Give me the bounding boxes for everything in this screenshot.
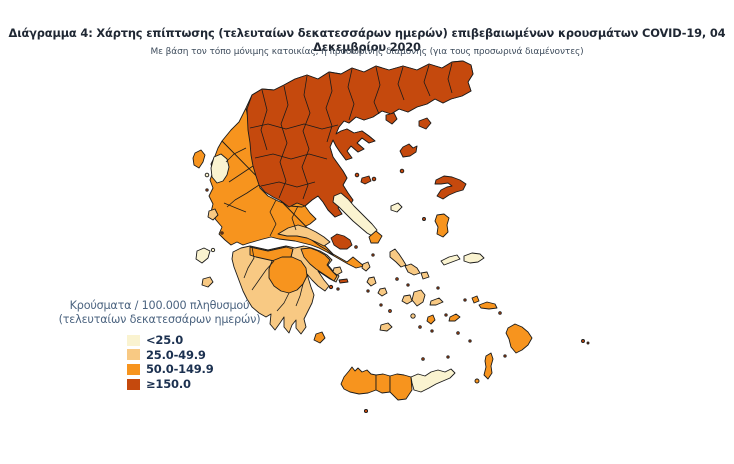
map-region-hydra — [338, 278, 349, 284]
map-region-spetses — [328, 284, 334, 290]
map-region-argolida — [300, 247, 338, 282]
map-region-lefkada — [207, 208, 219, 221]
legend-label-cat4: ≥150.0 — [146, 377, 191, 392]
map-region-aegina — [332, 266, 343, 276]
map-region-zakynthos — [201, 276, 214, 288]
map-region-kea — [361, 261, 371, 272]
map-region-samothraki — [418, 117, 432, 130]
map-region-alonnisos — [371, 176, 377, 182]
map-region-ios — [410, 313, 416, 319]
map-region-thesprotia — [210, 153, 230, 184]
map-region-viotia — [277, 224, 331, 247]
map-region-ikaria — [440, 254, 461, 266]
map-region-psara — [422, 217, 426, 221]
map-region-astypalea — [448, 313, 461, 322]
legend-label-cat3: 50.0-149.9 — [146, 362, 214, 377]
map-region-kythnos — [366, 276, 377, 287]
map-region-lesvos — [434, 175, 467, 200]
map-region-crete-heraklion — [389, 373, 413, 401]
legend-title-line2: (τελευταίων δεκατεσσάρων ημερών) — [58, 312, 261, 326]
internal-borders — [223, 62, 453, 312]
map-region-arcadia — [268, 256, 308, 294]
map-region-santorini — [426, 314, 436, 325]
map-region-tinos — [404, 263, 421, 276]
map-region-naxos — [411, 289, 426, 307]
map-region-thasos — [385, 112, 398, 125]
map-region-ithaki — [210, 247, 216, 253]
map-region-kasos — [474, 378, 480, 384]
map-region-amorgos — [429, 297, 444, 306]
map-region-karpathos — [483, 352, 494, 380]
map-region-kythira — [313, 331, 326, 344]
map-region-crete-rethymno — [375, 373, 391, 394]
legend-items: <25.0 25.0-49.9 50.0-149.9 ≥150.0 — [57, 333, 262, 391]
map-region-kefalonia — [195, 247, 211, 264]
map-region-andros — [389, 248, 407, 268]
map-region-athens-metro — [330, 233, 353, 250]
legend-row: <25.0 — [127, 333, 262, 348]
map-region-kos — [478, 301, 498, 310]
map-region-limnos — [399, 143, 418, 158]
map-region-skyros — [390, 202, 403, 213]
legend-swatch-cat3 — [127, 363, 140, 375]
map-region-samos — [463, 252, 485, 264]
page-title: Διάγραμμα 4: Χάρτης επίπτωσης (τελευταίω… — [8, 26, 726, 54]
map-region-agios-efstratios — [399, 168, 405, 174]
legend-swatch-cat1 — [127, 334, 140, 346]
map-region-chios — [434, 213, 450, 238]
legend-title-line1: Κρούσματα / 100.000 πληθυσμού — [69, 299, 250, 312]
map-region-corfu — [192, 149, 206, 169]
map-region-mykonos — [420, 271, 430, 280]
map-region-paxos — [204, 172, 210, 178]
map-region-crete-lasithi — [410, 368, 456, 393]
legend-swatch-cat2 — [127, 349, 140, 361]
map-region-kalymnos — [471, 295, 480, 304]
legend-swatch-cat4 — [127, 378, 140, 390]
legend-row: 50.0-149.9 — [127, 362, 262, 377]
map-islets — [205, 188, 507, 361]
map-region-skopelos — [360, 175, 372, 185]
legend-label-cat2: 25.0-49.9 — [146, 347, 206, 362]
map-region-kastellorizo — [581, 339, 590, 345]
map-region-syros — [377, 287, 388, 297]
legend: Κρούσματα / 100.000 πληθυσμού (τελευταίω… — [57, 299, 262, 391]
map-region-skiathos — [354, 172, 360, 178]
map-region-milos — [379, 322, 393, 332]
legend-row: ≥150.0 — [127, 377, 262, 392]
map-region-rhodes — [505, 323, 533, 354]
map-region-gavdos — [363, 408, 369, 414]
map-region-evia-south — [368, 230, 383, 244]
map-region-paros — [401, 294, 413, 305]
legend-label-cat1: <25.0 — [146, 333, 184, 348]
legend-row: 25.0-49.9 — [127, 348, 262, 363]
map-region-macedonia-thrace-thessaly — [246, 60, 474, 218]
page-subtitle: Με βάση τον τόπο μόνιμης κατοικίας, ή πρ… — [150, 47, 584, 57]
map-region-crete-chania — [340, 366, 377, 395]
